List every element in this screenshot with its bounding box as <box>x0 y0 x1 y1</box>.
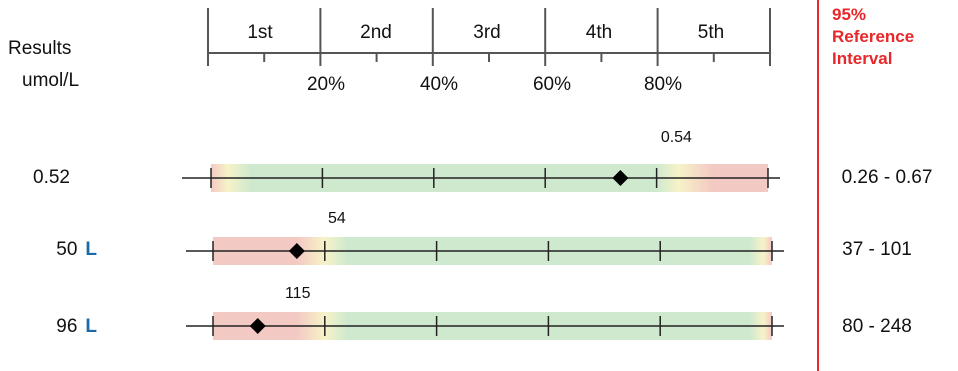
result-marker <box>612 170 629 186</box>
result-marker <box>249 318 266 334</box>
quintile-1: 1st <box>247 22 273 43</box>
percentile-80: 80% <box>643 74 683 95</box>
reference-divider <box>817 0 819 371</box>
quintile-5: 5th <box>697 22 725 43</box>
low-flag: L <box>85 239 97 260</box>
result-value-row1: 0.52 <box>0 167 70 189</box>
result-value: 0.52 <box>33 167 70 188</box>
percentile-40: 40% <box>419 74 459 95</box>
result-value-row2: 50 L <box>7 239 97 261</box>
reference-title-line3: Interval <box>832 49 893 68</box>
results-label: Results <box>8 38 72 59</box>
result-value-row3: 96 L <box>7 316 97 338</box>
marker-value-label: 54 <box>328 210 346 227</box>
quintile-2: 2nd <box>360 22 392 43</box>
result-marker <box>288 243 305 259</box>
percentile-60: 60% <box>532 74 572 95</box>
result-value: 50 <box>56 239 78 260</box>
percentile-20: 20% <box>306 74 346 95</box>
quintile-3: 3rd <box>473 22 501 43</box>
units-label: umol/L <box>22 70 80 91</box>
low-flag: L <box>85 316 97 337</box>
reference-value-row2: 37 - 101 <box>842 239 912 260</box>
result-value: 96 <box>56 316 78 337</box>
quintile-4: 4th <box>585 22 613 43</box>
marker-value-label: 115 <box>285 285 311 302</box>
marker-value-label: 0.54 <box>661 129 692 146</box>
reference-interval-title: 95% Reference Interval <box>832 4 914 70</box>
reference-value-row3: 80 - 248 <box>842 316 912 337</box>
reference-title-line2: Reference <box>832 27 915 46</box>
reference-title-line1: 95% <box>832 5 867 24</box>
reference-value-row1: 0.26 - 0.67 <box>841 167 933 188</box>
